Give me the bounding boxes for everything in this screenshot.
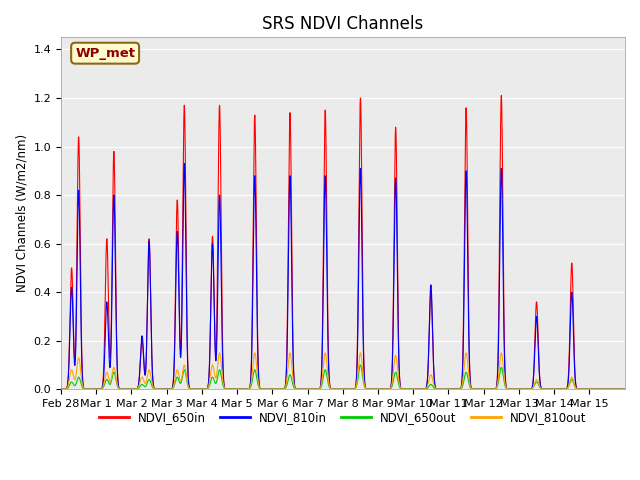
Y-axis label: NDVI Channels (W/m2/nm): NDVI Channels (W/m2/nm): [15, 134, 28, 292]
NDVI_810out: [475, 386, 483, 392]
NDVI_810out: [216, 350, 223, 356]
NDVI_650in: [621, 386, 628, 392]
Line: NDVI_650in: NDVI_650in: [61, 96, 625, 389]
NDVI_810out: [505, 386, 513, 392]
NDVI_650out: [391, 372, 399, 378]
NDVI_810in: [475, 386, 483, 392]
NDVI_650in: [390, 185, 398, 191]
NDVI_650in: [475, 386, 483, 392]
NDVI_650out: [57, 386, 65, 392]
NDVI_810in: [415, 386, 423, 392]
NDVI_650in: [415, 386, 423, 392]
NDVI_650in: [505, 386, 513, 392]
Text: WP_met: WP_met: [75, 47, 135, 60]
NDVI_810in: [180, 161, 188, 167]
NDVI_650in: [261, 386, 269, 392]
NDVI_650out: [621, 386, 628, 392]
Line: NDVI_810out: NDVI_810out: [61, 353, 625, 389]
NDVI_810out: [621, 386, 628, 392]
NDVI_650in: [86, 386, 93, 392]
NDVI_650in: [497, 93, 505, 98]
NDVI_810out: [57, 386, 65, 392]
NDVI_650out: [356, 362, 364, 368]
NDVI_810out: [415, 386, 423, 392]
NDVI_810in: [505, 386, 513, 392]
NDVI_810out: [86, 386, 93, 392]
NDVI_650out: [505, 386, 513, 392]
NDVI_810in: [86, 386, 93, 392]
NDVI_650in: [57, 386, 65, 392]
NDVI_810out: [261, 386, 269, 392]
NDVI_650out: [475, 386, 483, 392]
NDVI_810out: [391, 357, 399, 363]
NDVI_650out: [415, 386, 423, 392]
NDVI_650out: [261, 386, 269, 392]
NDVI_810in: [57, 386, 65, 392]
Title: SRS NDVI Channels: SRS NDVI Channels: [262, 15, 424, 33]
NDVI_810in: [261, 386, 269, 392]
Line: NDVI_810in: NDVI_810in: [61, 164, 625, 389]
Line: NDVI_650out: NDVI_650out: [61, 365, 625, 389]
Legend: NDVI_650in, NDVI_810in, NDVI_650out, NDVI_810out: NDVI_650in, NDVI_810in, NDVI_650out, NDV…: [95, 407, 591, 429]
NDVI_650out: [86, 386, 93, 392]
NDVI_810in: [391, 219, 399, 225]
NDVI_810in: [621, 386, 628, 392]
